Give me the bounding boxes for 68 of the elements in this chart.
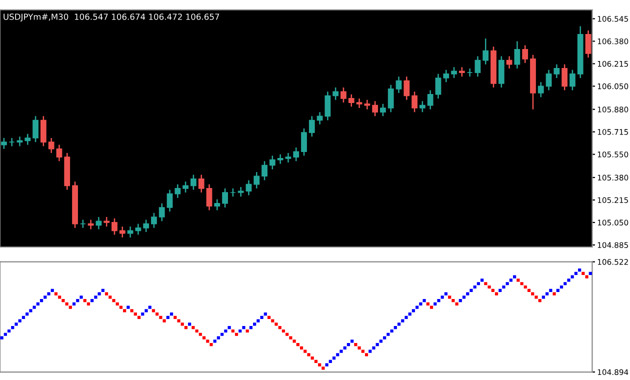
candlestick	[522, 44, 528, 64]
candlestick	[324, 91, 331, 121]
candlestick	[222, 188, 228, 208]
candlestick	[482, 38, 489, 66]
candlestick	[151, 212, 157, 229]
candlestick	[96, 216, 102, 230]
candlestick	[585, 30, 592, 58]
candlestick	[88, 219, 94, 230]
candlestick	[466, 68, 473, 78]
candlestick	[16, 136, 23, 147]
candlestick	[554, 64, 560, 79]
candlestick	[135, 223, 142, 236]
candlestick	[182, 180, 189, 194]
candlestick	[340, 86, 346, 104]
candlestick	[238, 186, 244, 198]
candlestick	[308, 116, 315, 138]
candlestick	[277, 154, 284, 164]
candlestick	[443, 69, 450, 83]
candlestick	[198, 174, 204, 194]
candlestick	[174, 184, 181, 199]
candlestick	[364, 99, 370, 110]
candlestick	[1, 137, 7, 150]
candlestick	[506, 56, 512, 70]
candlestick	[514, 40, 520, 70]
candlestick	[119, 226, 126, 238]
candlestick	[285, 152, 292, 164]
candlestick	[348, 94, 354, 108]
candlestick	[48, 137, 54, 154]
candlestick	[435, 73, 442, 100]
candlestick	[246, 180, 252, 196]
candlestick	[427, 90, 434, 110]
candlestick	[419, 100, 426, 113]
candlestick	[538, 81, 544, 98]
candlestick	[206, 184, 212, 211]
candlestick	[396, 76, 402, 94]
candlestick	[380, 103, 386, 117]
candlestick	[56, 144, 62, 162]
candlestick	[104, 216, 110, 228]
candlestick	[458, 66, 465, 78]
candlestick	[570, 69, 576, 91]
chart-title: USDJPYm#,M30 106.547 106.674 106.472 106.657	[4, 14, 220, 22]
candlestick	[8, 137, 15, 147]
candlestick	[254, 171, 260, 190]
candlestick	[546, 69, 552, 91]
candlestick	[498, 56, 504, 88]
candlestick	[112, 218, 118, 236]
candlestick	[24, 133, 31, 146]
candlestick	[356, 98, 362, 109]
candlestick	[451, 66, 457, 79]
candlestick	[474, 56, 481, 78]
candlestick	[412, 91, 418, 113]
candlestick	[332, 86, 339, 100]
candlestick	[143, 219, 150, 233]
candlestick	[32, 116, 38, 143]
candlestick	[293, 146, 300, 162]
candlestick	[166, 189, 173, 212]
candlestick	[269, 155, 276, 170]
candlestick	[562, 64, 568, 91]
candlestick	[190, 174, 196, 190]
candlestick	[214, 198, 220, 211]
candlestick	[40, 116, 46, 147]
candlestick	[127, 226, 134, 238]
candlestick	[372, 100, 378, 117]
candlestick	[262, 160, 268, 181]
candlestick	[158, 202, 165, 222]
candlestick	[404, 76, 410, 100]
candlestick	[388, 84, 394, 113]
candlestick	[301, 128, 307, 156]
